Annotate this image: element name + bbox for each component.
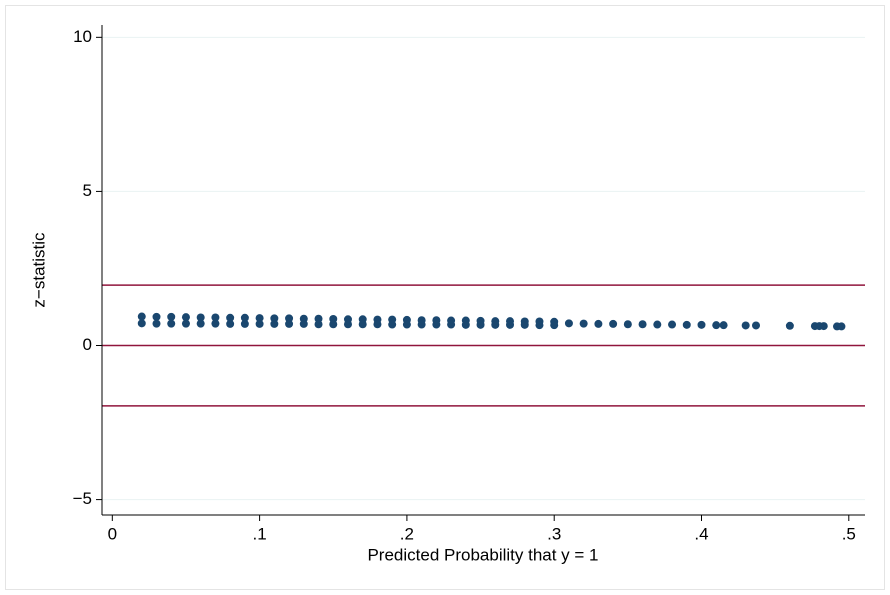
point [594,319,603,328]
plot-area [102,25,865,515]
point [752,321,760,330]
point [447,320,456,329]
point [609,319,618,328]
point [270,319,279,328]
x-axis-title: Predicted Probability that y = 1 [367,545,598,564]
y-tick-label: 10 [73,27,92,46]
point [712,321,721,330]
x-tick-label: .4 [694,524,708,543]
point [226,313,235,322]
point [682,320,691,329]
point [417,320,426,329]
y-tick-label: 0 [83,335,92,354]
point [181,319,190,328]
point [506,320,515,329]
y-tick-label: −5 [73,489,92,508]
point [535,321,544,330]
point [255,314,264,323]
point [785,321,794,330]
point [314,320,323,329]
point [432,320,441,329]
x-tick-label: .2 [400,524,414,543]
point [285,319,294,328]
point [329,320,338,329]
point [211,313,220,322]
point [579,319,588,328]
point [240,319,249,328]
point [299,319,308,328]
point [181,313,190,322]
point [358,320,367,329]
point [719,321,728,330]
point [638,320,647,329]
point [623,320,632,329]
point [476,320,485,329]
point [285,314,294,323]
point [697,320,706,329]
point [343,320,352,329]
point [388,320,397,329]
point [211,319,220,328]
point [270,314,279,323]
point [167,319,176,328]
point [491,320,500,329]
x-tick-label: .3 [547,524,561,543]
point [240,313,249,322]
point [741,321,750,330]
point [226,319,235,328]
point [668,320,677,329]
point [837,322,846,331]
point [653,320,662,329]
point [137,319,146,328]
y-tick-label: 5 [83,181,92,200]
point [550,321,559,330]
point [461,320,470,329]
x-tick-label: .1 [253,524,267,543]
point [255,319,264,328]
y-axis-title: z−statistic [29,232,48,308]
point [520,320,529,329]
point [314,314,323,323]
x-tick-label: 0 [108,524,117,543]
point [167,312,176,321]
point [152,312,161,321]
point [152,319,161,328]
point [137,312,146,321]
x-tick-label: .5 [842,524,856,543]
point [402,320,411,329]
point [373,320,382,329]
point [196,313,205,322]
point [196,319,205,328]
point [819,322,828,331]
point [564,319,573,328]
